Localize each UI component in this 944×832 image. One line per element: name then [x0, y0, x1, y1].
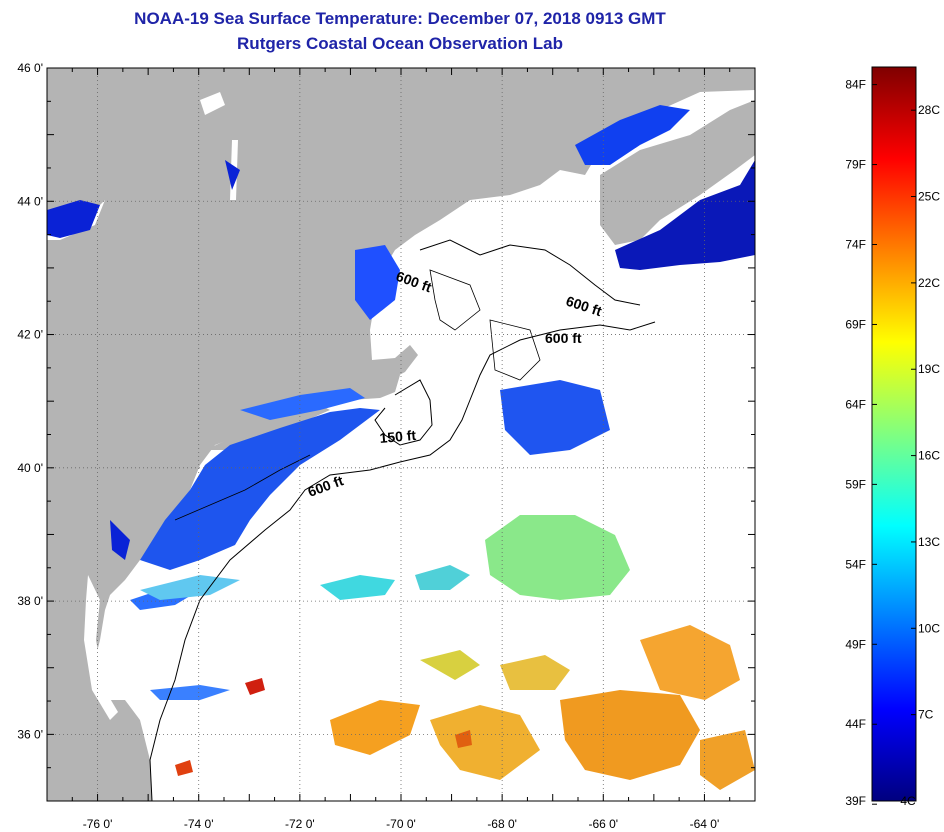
lon-tick-label: -72 0' [285, 817, 315, 831]
sst-nc-shelf [150, 685, 230, 700]
sst-gulf-stream-4 [640, 625, 740, 700]
sst-scotian-shelf [615, 160, 755, 270]
lon-tick-label: -66 0' [588, 817, 618, 831]
sst-slope-cyan-3 [140, 575, 240, 600]
sst-ri-sound [240, 388, 365, 420]
land-cape-cod [372, 345, 418, 380]
map-axis-ticks [46, 67, 756, 802]
sst-nearshore-me [355, 245, 400, 320]
sst-gulf-stream-5 [500, 655, 570, 690]
sst-gulf-stream-1 [330, 700, 420, 755]
lat-tick-label: 38 0' [17, 594, 43, 608]
contour-600ft-gom [419, 239, 641, 306]
sst-gulf-stream-6 [700, 730, 755, 790]
sst-hot-spot-2 [175, 760, 193, 776]
sst-gulf-stream-7 [420, 650, 480, 680]
map-content [47, 68, 755, 801]
land-cape-breton [700, 125, 755, 165]
sst-hot-spot-1 [245, 678, 265, 695]
sst-gulf-stream-3 [560, 690, 700, 780]
lon-tick-label: -70 0' [386, 817, 416, 831]
sst-bay-of-fundy [575, 105, 690, 165]
sst-slope-cyan-1 [320, 575, 395, 600]
lat-tick-label: 36 0' [17, 727, 43, 741]
lake-white-1 [200, 92, 225, 115]
lon-tick-label: -64 0' [690, 817, 720, 831]
lat-tick-label: 44 0' [17, 194, 43, 208]
contour-600ft-south [149, 321, 656, 801]
chart-title: NOAA-19 Sea Surface Temperature: Decembe… [134, 9, 666, 28]
contour-shelf-inner [174, 454, 311, 521]
lat-tick-label: 40 0' [17, 461, 43, 475]
lat-tick-label: 46 0' [17, 61, 43, 75]
latitude-labels: 46 0' 44 0' 42 0' 40 0' 38 0' 36 0' [17, 61, 43, 741]
sst-warm-core-ring [485, 515, 630, 600]
sst-slope-cyan-2 [415, 565, 470, 590]
contour-gom-basin [429, 269, 541, 381]
lon-tick-label: -74 0' [184, 817, 214, 831]
longitude-labels: -76 0' -74 0' -72 0' -70 0' -68 0' -66 0' -64 … [83, 817, 720, 831]
lon-tick-label: -76 0' [83, 817, 113, 831]
sst-georges-bank [500, 380, 610, 455]
contour-150ft [374, 379, 433, 446]
land-long-island [205, 405, 330, 450]
lat-tick-label: 42 0' [17, 328, 43, 342]
land-us-coast [47, 68, 755, 801]
lake-moosehead [225, 160, 240, 190]
contour-label-3: 600 ft [545, 330, 582, 346]
sst-lake-ontario [47, 200, 100, 238]
land-nova-scotia [600, 100, 755, 245]
sst-mid-atlantic-shelf [140, 408, 380, 570]
lon-tick-label: -68 0' [487, 817, 517, 831]
chesapeake-bay [84, 575, 118, 720]
sst-gulf-stream-2 [430, 705, 540, 780]
contour-label-4: 150 ft [379, 427, 417, 446]
delaware-bay [110, 520, 130, 560]
chart-subtitle: Rutgers Coastal Ocean Observation Lab [237, 34, 563, 53]
